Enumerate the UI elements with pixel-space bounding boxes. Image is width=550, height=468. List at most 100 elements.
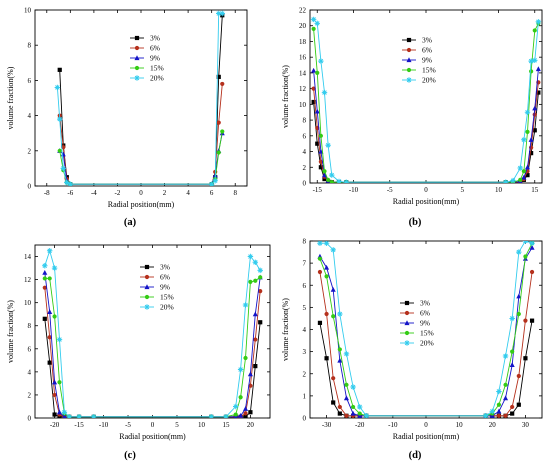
data-point bbox=[52, 412, 57, 417]
data-point bbox=[496, 408, 502, 414]
data-point bbox=[529, 69, 534, 74]
y-tick-label: 4 bbox=[28, 368, 32, 376]
y-axis-label: volume fraction(%) bbox=[6, 300, 15, 363]
series-line bbox=[56, 13, 223, 185]
data-point bbox=[212, 177, 218, 184]
y-axis-label: volume fraction(%) bbox=[6, 66, 15, 129]
data-point bbox=[60, 165, 66, 172]
series-15pct bbox=[57, 129, 225, 186]
legend-marker bbox=[406, 77, 412, 83]
y-axis-label: volume fraction(%) bbox=[281, 65, 290, 128]
x-tick-label: -20 bbox=[50, 421, 60, 429]
data-point bbox=[321, 89, 328, 96]
data-point bbox=[496, 402, 502, 407]
x-tick-label: -5 bbox=[387, 186, 393, 194]
legend-label: 20% bbox=[422, 76, 436, 85]
data-point bbox=[317, 320, 323, 325]
y-tick-label: 3 bbox=[303, 348, 307, 356]
y-tick-label: 10 bbox=[24, 7, 32, 15]
y-tick-label: 20 bbox=[299, 22, 307, 30]
data-point bbox=[324, 274, 329, 279]
data-point bbox=[318, 148, 324, 154]
data-point bbox=[220, 129, 225, 134]
data-point bbox=[310, 16, 317, 23]
data-point bbox=[496, 413, 502, 418]
y-tick-label: 2 bbox=[303, 164, 307, 172]
series-line bbox=[319, 241, 533, 417]
data-point bbox=[317, 241, 323, 246]
legend-label: 3% bbox=[160, 263, 170, 272]
data-point bbox=[311, 86, 316, 91]
series-line bbox=[59, 133, 223, 185]
x-tick-label: 20 bbox=[247, 421, 255, 429]
data-point bbox=[528, 137, 534, 142]
data-point bbox=[47, 276, 52, 281]
data-point bbox=[337, 411, 342, 416]
legend-marker bbox=[134, 35, 140, 41]
data-point bbox=[47, 309, 53, 314]
data-point bbox=[76, 414, 82, 418]
legend-label: 9% bbox=[160, 283, 170, 292]
data-point bbox=[324, 264, 330, 270]
series-line bbox=[59, 15, 223, 185]
data-point bbox=[532, 28, 537, 33]
panel-d: -30 -20 -10 0 10 20 30 0 1 2 3 4 5 6 7 8 Radial position… bbox=[281, 238, 543, 461]
x-tick-label: -5 bbox=[125, 421, 131, 429]
data-point bbox=[329, 172, 335, 178]
y-tick-label: 22 bbox=[299, 7, 307, 15]
data-point bbox=[322, 176, 327, 182]
data-point bbox=[242, 302, 249, 308]
data-point bbox=[318, 58, 324, 64]
data-point bbox=[216, 74, 221, 79]
data-point bbox=[532, 57, 538, 64]
data-point bbox=[42, 263, 48, 269]
data-point bbox=[237, 366, 244, 373]
y-tick-label: 6 bbox=[28, 345, 32, 353]
x-tick-label: 10 bbox=[198, 421, 206, 429]
legend-marker bbox=[144, 294, 150, 300]
series-6pct bbox=[42, 285, 263, 418]
data-area bbox=[317, 241, 535, 418]
data-point bbox=[317, 269, 323, 275]
data-point bbox=[56, 409, 62, 415]
data-point bbox=[350, 410, 356, 416]
data-point bbox=[343, 351, 350, 357]
x-tick-label: -10 bbox=[99, 421, 109, 429]
data-point bbox=[523, 318, 528, 323]
data-point bbox=[208, 181, 215, 186]
x-tick-label: 4 bbox=[186, 189, 190, 197]
data-point bbox=[52, 379, 58, 385]
legend-marker bbox=[404, 300, 410, 306]
x-axis-label: Radial position(mm) bbox=[393, 432, 460, 441]
data-point bbox=[525, 173, 530, 178]
data-point bbox=[525, 129, 530, 134]
series-line bbox=[44, 318, 261, 418]
data-point bbox=[337, 311, 343, 317]
data-point bbox=[523, 356, 528, 361]
y-tick-label: 4 bbox=[28, 112, 32, 120]
data-point bbox=[248, 410, 253, 415]
data-point bbox=[232, 403, 239, 410]
data-point bbox=[321, 172, 328, 178]
legend-marker bbox=[134, 55, 140, 61]
data-point bbox=[216, 120, 221, 125]
data-point bbox=[67, 181, 74, 186]
data-point bbox=[518, 177, 523, 182]
series-20pct bbox=[310, 16, 542, 183]
legend-label: 6% bbox=[422, 46, 432, 55]
series-line bbox=[313, 82, 539, 183]
data-point bbox=[42, 316, 47, 321]
legend-marker bbox=[404, 310, 410, 316]
data-point bbox=[323, 241, 330, 246]
data-point bbox=[258, 320, 263, 325]
legend: 3%6%9%15%20% bbox=[130, 34, 164, 83]
x-axis-label: Radial position(mm) bbox=[108, 200, 175, 209]
x-tick-label: -30 bbox=[322, 421, 332, 429]
legend-marker bbox=[144, 304, 150, 310]
legend-label: 20% bbox=[420, 339, 434, 348]
x-tick-label: 0 bbox=[424, 421, 428, 429]
data-point bbox=[247, 253, 254, 260]
data-point bbox=[509, 362, 515, 367]
legend-label: 9% bbox=[150, 54, 160, 63]
data-point bbox=[521, 174, 527, 180]
